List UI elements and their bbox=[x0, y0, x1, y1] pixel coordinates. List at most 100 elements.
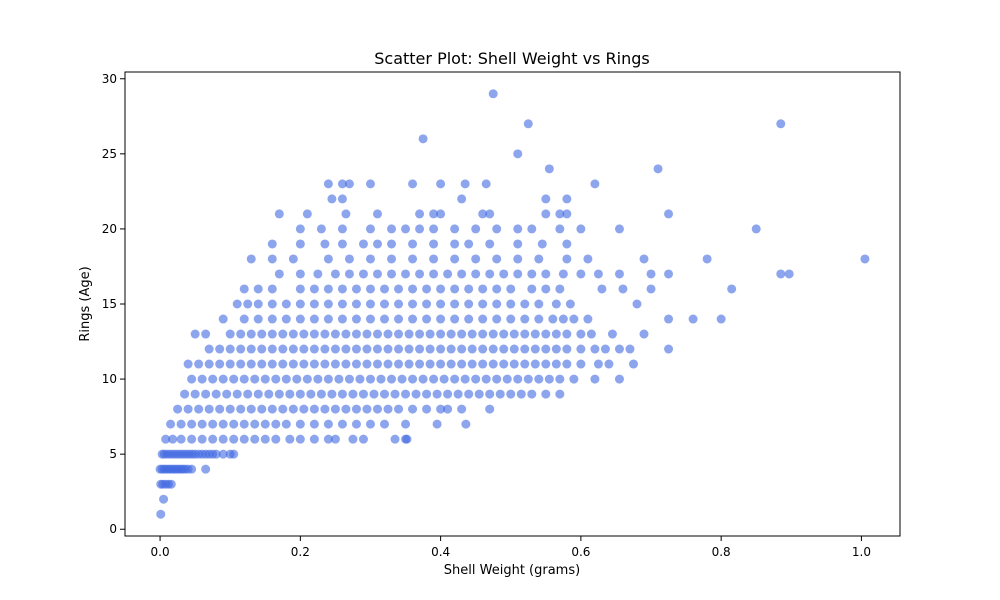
data-point bbox=[443, 389, 453, 399]
data-point bbox=[460, 179, 470, 189]
data-point bbox=[387, 254, 397, 264]
data-point bbox=[355, 374, 365, 384]
data-point bbox=[351, 314, 361, 324]
data-point bbox=[236, 404, 246, 414]
data-point bbox=[351, 344, 361, 354]
data-point bbox=[401, 269, 411, 279]
y-tick-label: 15 bbox=[102, 297, 117, 311]
data-point bbox=[513, 149, 523, 159]
data-point bbox=[260, 374, 270, 384]
data-point bbox=[380, 299, 389, 309]
data-point bbox=[253, 299, 263, 309]
data-point bbox=[425, 344, 435, 354]
data-point bbox=[429, 374, 439, 384]
data-point bbox=[358, 239, 368, 249]
data-point bbox=[394, 344, 404, 354]
data-point bbox=[429, 209, 439, 219]
data-point bbox=[267, 344, 277, 354]
data-point bbox=[450, 254, 460, 264]
data-point bbox=[485, 239, 495, 249]
data-point bbox=[541, 329, 551, 339]
data-point bbox=[264, 389, 274, 399]
data-point bbox=[341, 344, 351, 354]
data-point bbox=[436, 284, 446, 294]
data-point bbox=[281, 299, 291, 309]
data-point bbox=[530, 329, 540, 339]
data-point bbox=[225, 344, 235, 354]
data-point bbox=[401, 389, 411, 399]
data-point bbox=[337, 284, 347, 294]
data-point bbox=[593, 269, 603, 279]
data-point bbox=[365, 254, 375, 264]
data-point bbox=[208, 419, 218, 429]
data-point bbox=[394, 404, 404, 414]
data-point bbox=[208, 434, 218, 444]
data-point bbox=[197, 374, 207, 384]
data-point bbox=[380, 389, 389, 399]
data-point bbox=[183, 404, 193, 414]
data-point bbox=[218, 374, 228, 384]
data-point bbox=[168, 434, 178, 444]
data-point bbox=[288, 254, 298, 264]
data-point bbox=[267, 314, 277, 324]
data-point bbox=[362, 329, 372, 339]
data-point bbox=[344, 179, 354, 189]
data-point bbox=[523, 374, 533, 384]
data-point bbox=[187, 419, 197, 429]
data-point bbox=[544, 164, 554, 174]
data-point bbox=[429, 224, 439, 234]
data-point bbox=[232, 389, 242, 399]
data-point bbox=[281, 314, 291, 324]
data-point bbox=[450, 224, 460, 234]
data-point bbox=[271, 419, 281, 429]
data-point bbox=[281, 419, 291, 429]
data-point bbox=[513, 254, 523, 264]
data-point bbox=[278, 329, 288, 339]
data-point bbox=[688, 314, 698, 324]
data-point bbox=[537, 239, 547, 249]
data-point bbox=[257, 329, 267, 339]
data-point bbox=[450, 284, 460, 294]
data-point bbox=[274, 269, 284, 279]
data-point bbox=[527, 224, 537, 234]
data-point bbox=[646, 284, 656, 294]
data-point bbox=[267, 404, 277, 414]
data-point bbox=[229, 374, 239, 384]
data-point bbox=[211, 449, 221, 459]
data-point bbox=[383, 359, 393, 369]
data-point bbox=[653, 164, 663, 174]
y-tick-label: 30 bbox=[102, 72, 117, 86]
data-point bbox=[569, 314, 579, 324]
data-point bbox=[520, 329, 530, 339]
data-point bbox=[362, 404, 372, 414]
data-point bbox=[246, 329, 256, 339]
data-point bbox=[372, 209, 382, 219]
data-point bbox=[499, 359, 509, 369]
data-point bbox=[337, 179, 347, 189]
data-point bbox=[492, 374, 502, 384]
data-point bbox=[527, 389, 537, 399]
data-point bbox=[351, 284, 361, 294]
data-point bbox=[190, 329, 200, 339]
data-point bbox=[478, 329, 488, 339]
x-tick-label: 0.8 bbox=[712, 545, 731, 559]
data-point bbox=[520, 344, 530, 354]
data-point bbox=[488, 89, 498, 99]
data-point bbox=[569, 374, 579, 384]
data-point bbox=[422, 404, 432, 414]
data-point bbox=[211, 389, 221, 399]
data-point bbox=[478, 284, 488, 294]
data-point bbox=[159, 494, 169, 504]
x-tick-label: 1.0 bbox=[852, 545, 871, 559]
data-point bbox=[194, 404, 204, 414]
data-point bbox=[341, 209, 351, 219]
data-point bbox=[464, 239, 474, 249]
data-point bbox=[239, 374, 249, 384]
data-point bbox=[464, 284, 474, 294]
data-point bbox=[404, 344, 414, 354]
data-point bbox=[236, 329, 246, 339]
data-point bbox=[562, 254, 572, 264]
data-point bbox=[218, 434, 228, 444]
data-point bbox=[320, 344, 330, 354]
data-point bbox=[348, 434, 358, 444]
